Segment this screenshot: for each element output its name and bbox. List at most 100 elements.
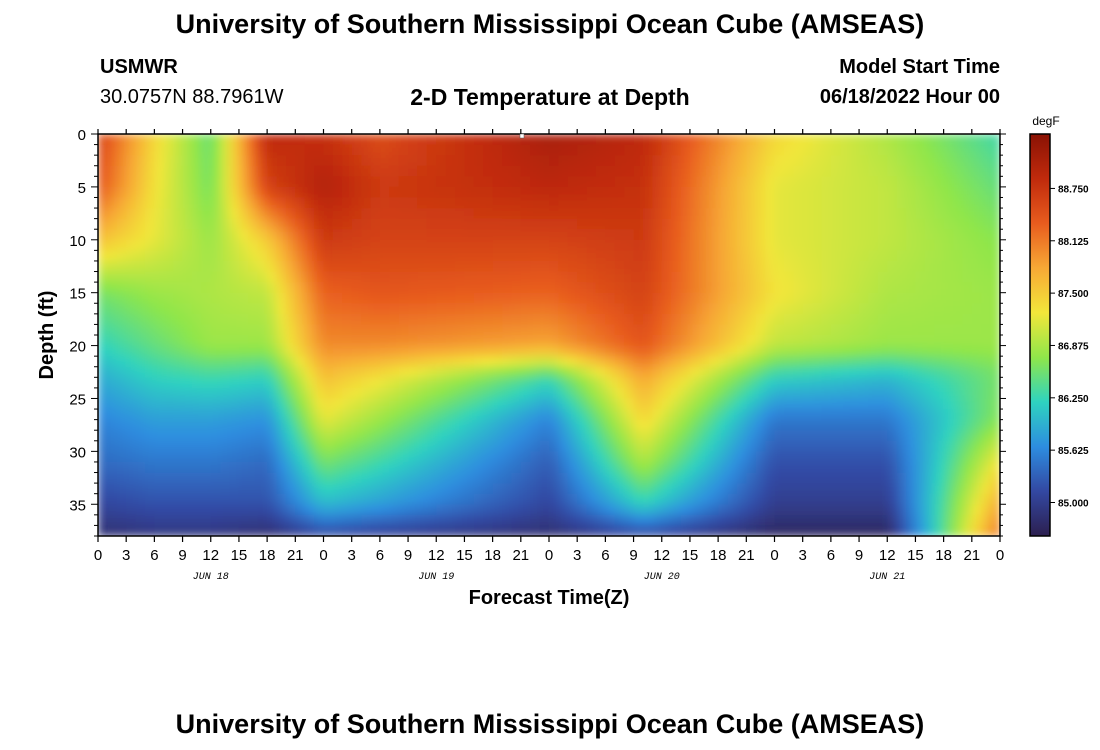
heatmap-cell bbox=[671, 324, 682, 336]
heatmap-cell bbox=[812, 472, 823, 484]
heatmap-cell bbox=[98, 155, 108, 167]
heatmap-cell bbox=[483, 218, 494, 230]
heatmap-cell bbox=[210, 430, 221, 442]
heatmap-cell bbox=[981, 134, 992, 146]
heatmap-cell bbox=[285, 335, 296, 347]
heatmap-cell bbox=[924, 398, 935, 410]
heatmap-cell bbox=[483, 134, 494, 146]
heatmap-cell bbox=[877, 292, 888, 304]
heatmap-cell bbox=[661, 186, 672, 199]
heatmap-cell bbox=[774, 134, 785, 146]
heatmap-cell bbox=[586, 366, 597, 378]
heatmap-cell bbox=[689, 356, 700, 368]
colorbar-tick-label: 88.125 bbox=[1058, 237, 1089, 248]
heatmap-cell bbox=[821, 377, 832, 389]
heatmap-cell bbox=[577, 144, 588, 156]
heatmap-cell bbox=[154, 250, 165, 262]
heatmap-cell bbox=[276, 472, 287, 484]
heatmap-cell bbox=[680, 483, 691, 495]
heatmap-cell bbox=[220, 165, 231, 177]
heatmap-cell bbox=[793, 493, 804, 505]
heatmap-cell bbox=[144, 430, 155, 442]
heatmap-cell bbox=[774, 472, 785, 484]
heatmap-cell bbox=[962, 366, 973, 378]
heatmap-cell bbox=[126, 165, 137, 177]
heatmap-cell bbox=[342, 483, 353, 495]
heatmap-cell bbox=[652, 525, 663, 536]
heatmap-cell bbox=[699, 144, 710, 156]
heatmap-cell bbox=[436, 493, 447, 505]
heatmap-cell bbox=[210, 218, 221, 230]
heatmap-cell bbox=[417, 186, 428, 199]
heatmap-cell bbox=[332, 165, 343, 177]
heatmap-cell bbox=[962, 525, 973, 536]
heatmap-cell bbox=[915, 419, 926, 431]
heatmap-cell bbox=[812, 165, 823, 177]
heatmap-cell bbox=[642, 440, 653, 452]
heatmap-cell bbox=[370, 504, 381, 516]
heatmap-cell bbox=[257, 229, 268, 241]
heatmap-cell bbox=[793, 387, 804, 400]
heatmap-cell bbox=[953, 409, 964, 421]
heatmap-cell bbox=[990, 208, 1000, 220]
heatmap-cell bbox=[981, 472, 992, 484]
heatmap-cell bbox=[520, 271, 531, 283]
heatmap-cell bbox=[304, 451, 315, 463]
heatmap-cell bbox=[473, 504, 484, 516]
heatmap-cell bbox=[924, 387, 935, 400]
heatmap-cell bbox=[934, 504, 945, 516]
heatmap-cell bbox=[821, 271, 832, 283]
heatmap-cell bbox=[126, 313, 137, 326]
heatmap-cell bbox=[859, 165, 870, 177]
heatmap-cell bbox=[765, 218, 776, 230]
heatmap-cell bbox=[332, 260, 343, 273]
heatmap-cell bbox=[642, 303, 653, 315]
heatmap-cell bbox=[595, 324, 606, 336]
heatmap-cell bbox=[812, 313, 823, 326]
heatmap-cell bbox=[116, 292, 127, 304]
heatmap-cell bbox=[577, 271, 588, 283]
heatmap-cell bbox=[492, 208, 503, 220]
heatmap-cell bbox=[887, 419, 898, 431]
heatmap-cell bbox=[408, 186, 419, 199]
heatmap-cell bbox=[642, 260, 653, 273]
heatmap-cell bbox=[370, 377, 381, 389]
heatmap-cell bbox=[680, 218, 691, 230]
heatmap-cell bbox=[530, 282, 541, 294]
heatmap-cell bbox=[530, 303, 541, 315]
heatmap-cell bbox=[793, 271, 804, 283]
heatmap-cell bbox=[464, 303, 475, 315]
heatmap-cell bbox=[906, 229, 917, 241]
heatmap-cell bbox=[906, 335, 917, 347]
heatmap-cell bbox=[502, 144, 513, 156]
heatmap-cell bbox=[624, 144, 635, 156]
heatmap-cell bbox=[915, 176, 926, 188]
heatmap-cell bbox=[652, 345, 663, 357]
heatmap-cell bbox=[830, 493, 841, 505]
heatmap-cell bbox=[783, 440, 794, 452]
heatmap-cell bbox=[398, 483, 409, 495]
heatmap-cell bbox=[201, 324, 212, 336]
heatmap-cell bbox=[877, 144, 888, 156]
heatmap-cell bbox=[530, 504, 541, 516]
heatmap-cell bbox=[953, 229, 964, 241]
heatmap-cell bbox=[633, 197, 644, 209]
heatmap-cell bbox=[511, 356, 522, 368]
heatmap-cell bbox=[671, 387, 682, 400]
heatmap-cell bbox=[201, 239, 212, 251]
heatmap-cell bbox=[727, 176, 738, 188]
heatmap-cell bbox=[549, 260, 559, 273]
heatmap-cell bbox=[502, 229, 513, 241]
heatmap-cell bbox=[314, 303, 325, 315]
heatmap-cell bbox=[783, 176, 794, 188]
heatmap-cell bbox=[408, 345, 419, 357]
heatmap-cell bbox=[802, 324, 813, 336]
heatmap-cell bbox=[652, 324, 663, 336]
heatmap-cell bbox=[229, 197, 240, 209]
heatmap-cell bbox=[107, 165, 118, 177]
heatmap-cell bbox=[821, 440, 832, 452]
heatmap-cell bbox=[144, 409, 155, 421]
heatmap-cell bbox=[981, 461, 992, 474]
heatmap-cell bbox=[718, 186, 729, 199]
heatmap-cell bbox=[765, 430, 776, 442]
